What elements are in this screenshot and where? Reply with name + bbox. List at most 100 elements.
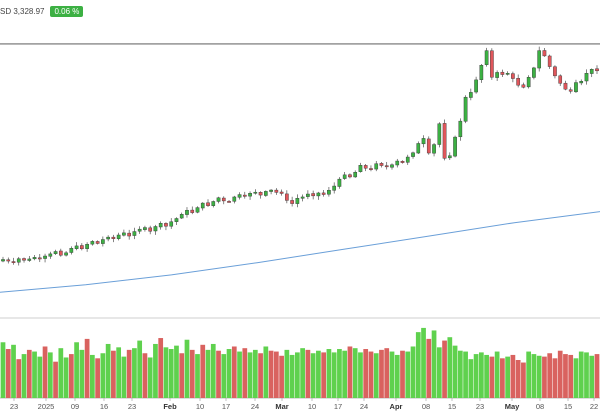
- candle: [116, 232, 121, 241]
- volume-bar: [11, 344, 16, 398]
- volume-bar: [389, 351, 395, 398]
- candle: [169, 218, 174, 229]
- volume-bar: [47, 352, 53, 398]
- candle: [469, 88, 473, 101]
- candle: [474, 76, 478, 94]
- volume-bar: [284, 349, 290, 398]
- candle: [589, 68, 594, 78]
- volume-bar: [79, 349, 85, 398]
- candle: [316, 191, 321, 200]
- candle: [384, 161, 389, 170]
- candle: [158, 221, 163, 230]
- candle: [563, 80, 568, 91]
- candle: [48, 251, 53, 259]
- candle: [11, 257, 16, 265]
- volume-bar: [121, 356, 127, 398]
- volume-bar: [368, 351, 374, 398]
- x-tick-label: 23: [128, 402, 136, 411]
- candle: [342, 171, 347, 180]
- candle: [137, 226, 142, 234]
- candle: [43, 253, 47, 263]
- volume-bar: [500, 358, 505, 398]
- candle: [442, 119, 447, 161]
- candle: [195, 206, 200, 214]
- candle: [595, 65, 599, 75]
- x-tick-label: 2025: [38, 402, 55, 411]
- x-tick-label: 08: [422, 402, 430, 411]
- volume-bar: [168, 349, 174, 398]
- candle: [547, 54, 552, 69]
- volume-bar: [0, 342, 6, 398]
- volume-bar: [26, 349, 32, 398]
- candle: [463, 95, 468, 124]
- candle: [148, 225, 153, 235]
- volume-bar: [216, 350, 221, 398]
- candle: [279, 189, 284, 196]
- x-tick-label: Apr: [390, 402, 403, 411]
- candle: [537, 46, 542, 72]
- candle: [122, 229, 126, 237]
- x-tick-label: May: [505, 402, 520, 411]
- candle: [490, 48, 494, 80]
- volume-bar: [463, 351, 468, 398]
- volume-bar: [536, 355, 542, 398]
- x-tick-label: 09: [71, 402, 79, 411]
- x-tick-label: 08: [536, 402, 544, 411]
- candle: [285, 190, 289, 204]
- candle: [484, 47, 489, 67]
- volume-bar: [5, 349, 11, 398]
- price-readout: SD 3,328.97: [0, 6, 45, 16]
- volume-bar: [74, 342, 79, 398]
- candle: [143, 225, 147, 232]
- volume-bar: [252, 349, 258, 398]
- volume-bar: [105, 343, 111, 398]
- volume-bar: [316, 350, 321, 398]
- candle: [416, 141, 421, 154]
- volume-bar: [200, 344, 206, 398]
- volume-bar: [158, 338, 164, 398]
- volume-bar: [489, 356, 495, 398]
- x-tick-label: 10: [196, 402, 204, 411]
- candle: [127, 229, 131, 240]
- volume-panel: [0, 327, 600, 398]
- candle: [22, 257, 26, 263]
- volume-bar: [205, 349, 211, 398]
- x-tick-label: Feb: [163, 402, 177, 411]
- candle: [221, 196, 226, 205]
- candle: [242, 191, 247, 199]
- volume-bar: [63, 357, 69, 398]
- candle: [495, 70, 499, 82]
- candle: [453, 135, 457, 158]
- volume-bar: [147, 357, 153, 398]
- candle: [516, 74, 520, 88]
- candle: [58, 248, 63, 257]
- volume-bar: [358, 352, 363, 398]
- x-tick-label: 15: [448, 402, 456, 411]
- candle: [237, 192, 242, 200]
- volume-bar: [515, 360, 521, 398]
- volume-bar: [484, 354, 489, 398]
- candle: [295, 194, 300, 208]
- volume-bar: [42, 346, 48, 398]
- candle: [379, 161, 384, 168]
- candle: [185, 207, 189, 218]
- volume-bar: [379, 349, 384, 398]
- candle: [190, 206, 195, 215]
- volume-bar: [405, 351, 411, 398]
- candle: [253, 189, 258, 195]
- candle: [269, 189, 273, 195]
- volume-bar: [347, 346, 353, 398]
- volume-bar: [174, 345, 179, 398]
- candle: [53, 249, 58, 256]
- volume-bar: [247, 352, 253, 398]
- volume-bar: [426, 338, 432, 398]
- volume-bar: [352, 348, 358, 398]
- volume-bar: [584, 352, 589, 398]
- volume-bar: [578, 351, 584, 398]
- candle: [90, 240, 95, 246]
- volume-bar: [363, 349, 369, 398]
- candle: [200, 202, 205, 211]
- volume-bar: [400, 350, 405, 398]
- candle: [80, 243, 84, 251]
